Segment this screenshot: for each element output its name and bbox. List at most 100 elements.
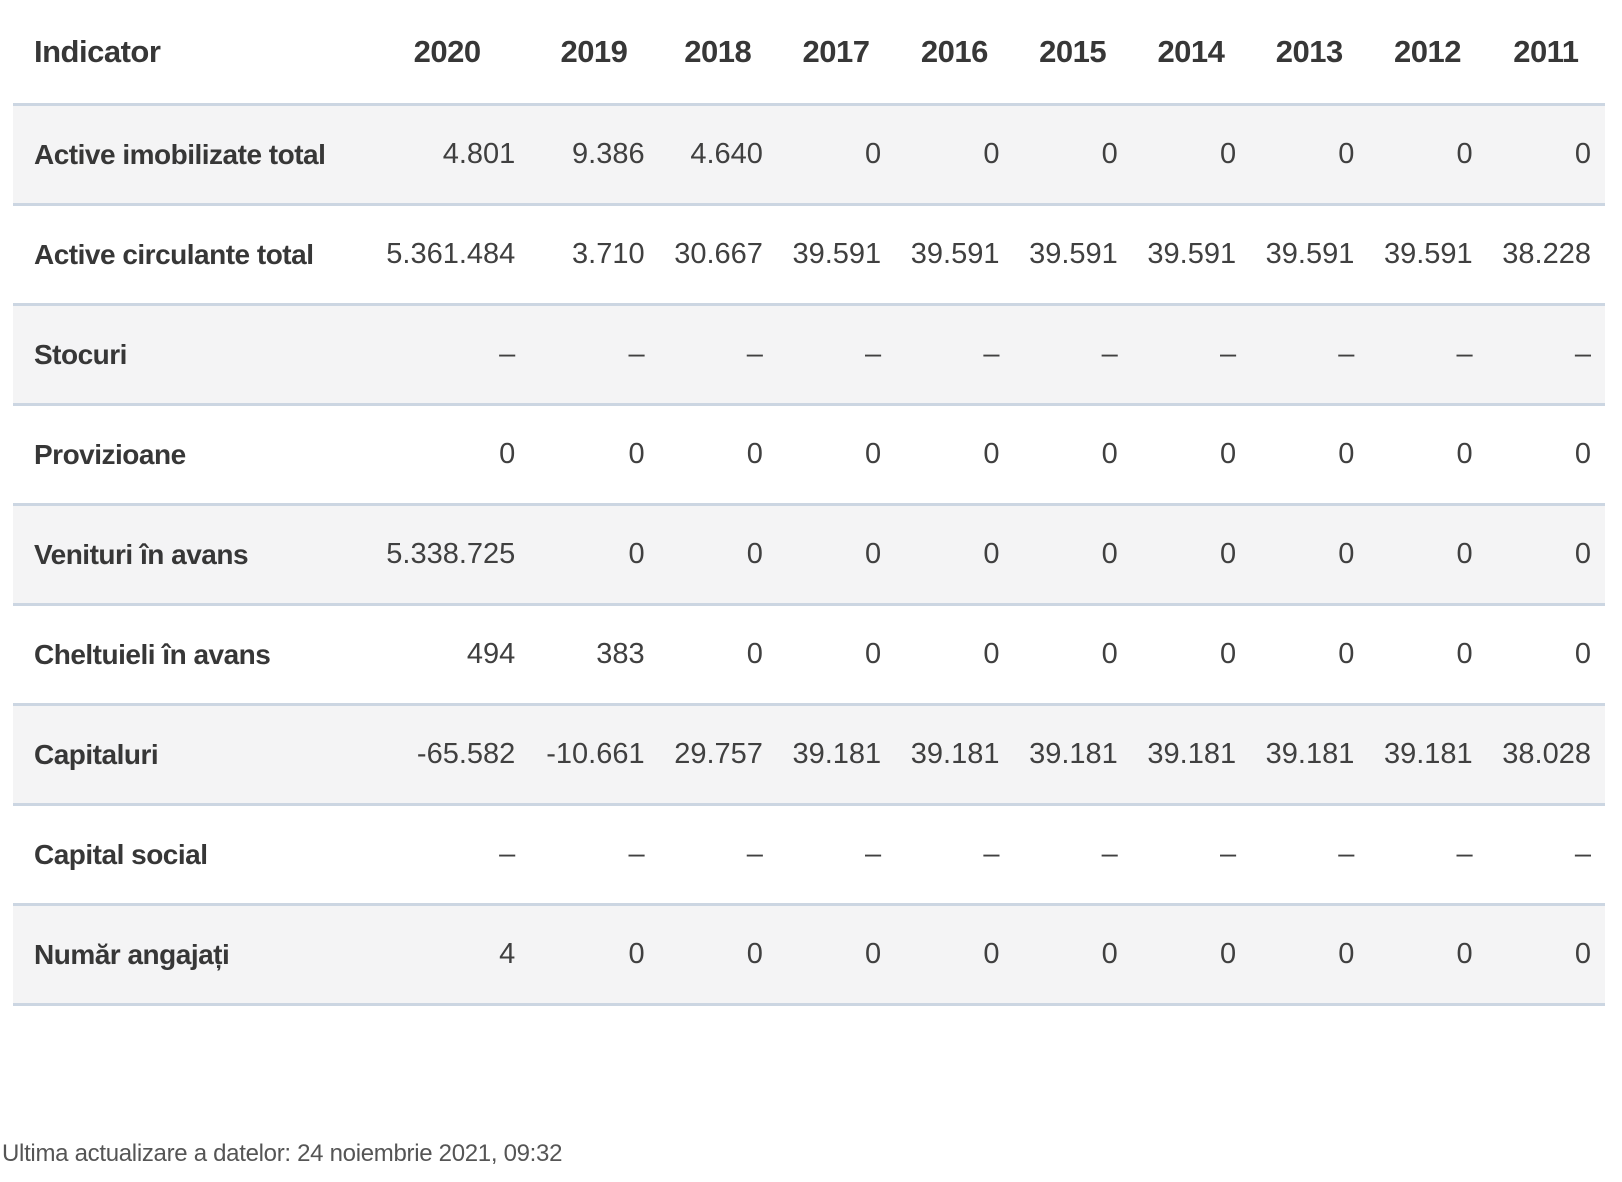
table-row: Număr angajați 4 0 0 0 0 0 0 0 0 0: [13, 904, 1605, 1005]
row-value: –: [1338, 838, 1355, 870]
row-value: 0: [1574, 438, 1591, 470]
row-value: –: [499, 338, 516, 370]
row-value: 0: [1456, 138, 1473, 170]
table-row: Active circulante total 5.361.484 3.710 30.…: [13, 204, 1605, 305]
row-value: 0: [983, 438, 1000, 470]
row-value: 30.667: [674, 238, 763, 270]
row-value: 0: [1456, 938, 1473, 970]
row-value: 0: [1338, 138, 1355, 170]
column-header-indicator: Indicator: [34, 33, 161, 69]
row-value: 0: [499, 438, 516, 470]
row-value: 0: [1101, 938, 1118, 970]
row-value: 0: [1338, 438, 1355, 470]
row-value: 494: [466, 638, 516, 670]
row-value: 0: [1219, 538, 1237, 570]
row-value: 0: [865, 138, 882, 170]
row-value: 0: [1338, 938, 1355, 970]
row-value: –: [1219, 838, 1237, 870]
row-value: 3.710: [572, 238, 645, 270]
row-value: –: [983, 838, 1000, 870]
row-value: 4.801: [442, 138, 516, 170]
table-body: Active imobilizate total 4.801 9.386 4.640 0…: [13, 104, 1605, 1005]
row-value: –: [865, 838, 882, 870]
row-label: Venituri în avans: [34, 538, 249, 570]
row-value: 0: [1219, 138, 1237, 170]
row-value: 0: [628, 938, 645, 970]
row-value: 383: [596, 638, 645, 670]
row-value: –: [1101, 838, 1118, 870]
row-label: Stocuri: [34, 338, 127, 370]
table-row: Capitaluri -65.582 -10.661 29.757 39.181 39.1…: [13, 704, 1605, 805]
row-value: 0: [1456, 438, 1473, 470]
column-header-year-2014: 2014: [1157, 33, 1225, 69]
row-value: 39.591: [910, 238, 1000, 270]
row-value: 0: [1574, 638, 1591, 670]
row-value: 0: [1101, 138, 1118, 170]
row-value: 29.757: [674, 738, 763, 770]
column-header-year-2018: 2018: [684, 33, 752, 69]
row-value: –: [865, 338, 882, 370]
table-header: Indicator 2020 2019 2018 2017 2016 2015 2014 201…: [13, 0, 1605, 105]
row-value: 0: [746, 438, 763, 470]
row-value: 39.591: [1265, 238, 1355, 270]
row-value: –: [1574, 838, 1591, 870]
row-value: 0: [865, 438, 882, 470]
row-value: 38.028: [1502, 738, 1591, 770]
row-value: 0: [1574, 138, 1591, 170]
column-header-year-2011: 2011: [1513, 33, 1579, 69]
column-header-year-2016: 2016: [920, 33, 988, 69]
row-label: Capitaluri: [34, 738, 159, 770]
row-value: –: [628, 338, 645, 370]
row-value: 0: [865, 938, 882, 970]
row-value: 0: [1101, 538, 1118, 570]
row-value: 0: [983, 638, 1000, 670]
row-value: 39.591: [1029, 238, 1118, 270]
row-label: Active circulante total: [34, 238, 314, 270]
row-value: 39.181: [792, 738, 882, 770]
table-row: Venituri în avans 5.338.725 0 0 0 0 0 0 0 0 0: [13, 504, 1605, 605]
row-label: Număr angajați: [34, 938, 230, 970]
row-value: 0: [1574, 938, 1591, 970]
row-value: 0: [983, 538, 1000, 570]
row-value: 0: [865, 638, 882, 670]
row-value: 0: [1219, 938, 1237, 970]
row-value: –: [1219, 338, 1237, 370]
row-value: –: [1101, 338, 1118, 370]
table-row: Stocuri – – – – – – – – – –: [13, 304, 1605, 405]
table-row: Capital social – – – – – – – – – –: [13, 804, 1605, 905]
row-value: 4.640: [690, 138, 763, 170]
row-value: 39.181: [1265, 738, 1355, 770]
table-row: Provizioane 0 0 0 0 0 0 0 0 0 0: [13, 404, 1605, 505]
row-value: –: [1456, 838, 1473, 870]
row-value: 39.181: [910, 738, 1000, 770]
row-label: Provizioane: [34, 438, 186, 470]
row-value: 39.181: [1383, 738, 1473, 770]
table-header-row: Indicator 2020 2019 2018 2017 2016 2015 2014 201…: [13, 0, 1605, 105]
row-value: 0: [983, 938, 1000, 970]
row-value: 0: [1219, 638, 1237, 670]
row-value: 0: [983, 138, 1000, 170]
row-value: 0: [1219, 438, 1237, 470]
row-value: 0: [1338, 638, 1355, 670]
row-value: 0: [865, 538, 882, 570]
row-value: 0: [628, 438, 645, 470]
row-value: –: [1338, 338, 1355, 370]
row-value: –: [1574, 338, 1591, 370]
row-value: 0: [746, 538, 763, 570]
table-row: Active imobilizate total 4.801 9.386 4.640 0…: [13, 104, 1605, 205]
row-value: 0: [628, 538, 645, 570]
table-row: Cheltuieli în avans 494 383 0 0 0 0 0 0 0 0: [13, 604, 1605, 705]
row-value: –: [983, 338, 1000, 370]
row-value: 0: [746, 938, 763, 970]
row-value: 38.228: [1502, 238, 1591, 270]
financial-indicators-section: Indicator 2020 2019 2018 2017 2016 2015 2014 201…: [13, 0, 1605, 1006]
column-header-year-2013: 2013: [1275, 33, 1343, 69]
row-value: –: [499, 838, 516, 870]
row-value: 39.181: [1029, 738, 1118, 770]
row-value: -65.582: [416, 738, 516, 770]
column-header-year-2019: 2019: [560, 33, 628, 69]
row-label: Cheltuieli în avans: [34, 638, 271, 670]
row-value: 4: [499, 938, 516, 970]
row-value: 0: [1456, 638, 1473, 670]
row-value: -10.661: [546, 738, 645, 770]
